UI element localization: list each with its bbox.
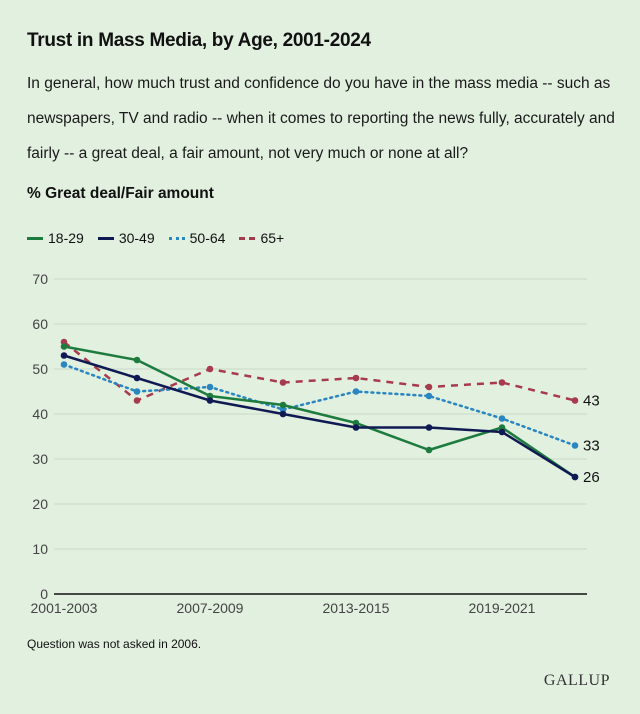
- data-point: [498, 428, 506, 436]
- series-line: [63, 345, 576, 479]
- data-point: [425, 424, 433, 431]
- end-label: 33: [583, 438, 600, 455]
- y-tick-label: 30: [32, 451, 48, 467]
- data-point: [133, 356, 141, 364]
- y-tick-label: 60: [32, 316, 48, 332]
- series-30-49: [60, 352, 579, 481]
- legend: 18-29 30-49 50-64 65+: [27, 230, 284, 246]
- x-tick-label: 2001-2003: [31, 600, 98, 616]
- end-label: 26: [583, 469, 600, 486]
- data-point: [425, 383, 433, 391]
- y-tick-label: 20: [32, 496, 48, 512]
- data-point: [60, 343, 68, 350]
- data-point: [60, 361, 68, 368]
- data-point: [352, 388, 360, 395]
- legend-swatch-65-plus: [239, 236, 256, 240]
- data-point: [498, 379, 506, 386]
- end-labels: 43 33 26: [583, 393, 600, 487]
- x-axis-ticks: 2001-2003 2007-2009 2013-2015 2019-2021: [31, 600, 536, 616]
- y-tick-label: 0: [40, 586, 48, 602]
- data-point: [206, 365, 214, 373]
- legend-item-50-64: 50-64: [168, 230, 226, 246]
- chart-subtitle: In general, how much trust and confidenc…: [27, 75, 615, 162]
- data-point: [571, 473, 579, 481]
- x-tick-label: 2019-2021: [469, 600, 536, 616]
- y-tick-label: 70: [32, 271, 48, 287]
- data-point: [498, 415, 506, 422]
- data-point: [133, 374, 141, 382]
- data-point: [279, 410, 287, 418]
- y-tick-label: 10: [32, 541, 48, 557]
- data-point: [425, 392, 433, 400]
- data-point: [352, 374, 360, 382]
- footnote: Question was not asked in 2006.: [27, 637, 202, 651]
- data-point: [352, 424, 360, 431]
- data-point: [206, 397, 214, 404]
- y-axis-ticks: 0 10 20 30 40 50 60 70: [32, 271, 48, 602]
- measure-label: % Great deal/Fair amount: [27, 185, 214, 202]
- legend-label: 65+: [260, 230, 285, 246]
- data-point: [571, 397, 579, 404]
- series-50-64: [60, 361, 579, 449]
- series-line: [63, 354, 576, 479]
- legend-swatch-50-64: [168, 236, 185, 240]
- legend-label: 18-29: [48, 230, 84, 246]
- x-tick-label: 2013-2015: [323, 600, 390, 616]
- data-point: [60, 352, 68, 359]
- data-point: [133, 388, 141, 395]
- data-point: [279, 401, 287, 409]
- data-point: [206, 383, 214, 391]
- legend-item-65-plus: 65+: [239, 230, 284, 246]
- series-line: [63, 341, 576, 402]
- end-label: 43: [583, 393, 600, 410]
- legend-item-18-29: 18-29: [27, 230, 84, 246]
- legend-label: 50-64: [189, 230, 226, 246]
- y-tick-label: 50: [32, 361, 48, 377]
- y-tick-label: 40: [32, 406, 48, 422]
- chart-title: Trust in Mass Media, by Age, 2001-2024: [27, 30, 371, 51]
- series-line: [62, 363, 577, 447]
- data-point: [133, 397, 141, 404]
- data-point: [571, 442, 579, 449]
- x-tick-label: 2007-2009: [177, 600, 244, 616]
- legend-swatch-18-29: [27, 236, 43, 240]
- data-point: [279, 379, 287, 386]
- data-point: [425, 446, 433, 454]
- gallup-logo: GALLUP: [543, 672, 610, 689]
- legend-item-30-49: 30-49: [97, 230, 155, 246]
- legend-label: 30-49: [118, 230, 155, 246]
- line-chart: 0 10 20 30 40 50 60 70 2001-2003 2007-2009 2013-2…: [31, 271, 600, 616]
- series-18-29: [60, 343, 579, 481]
- series-group: [60, 338, 579, 481]
- legend-swatch-30-49: [97, 236, 114, 240]
